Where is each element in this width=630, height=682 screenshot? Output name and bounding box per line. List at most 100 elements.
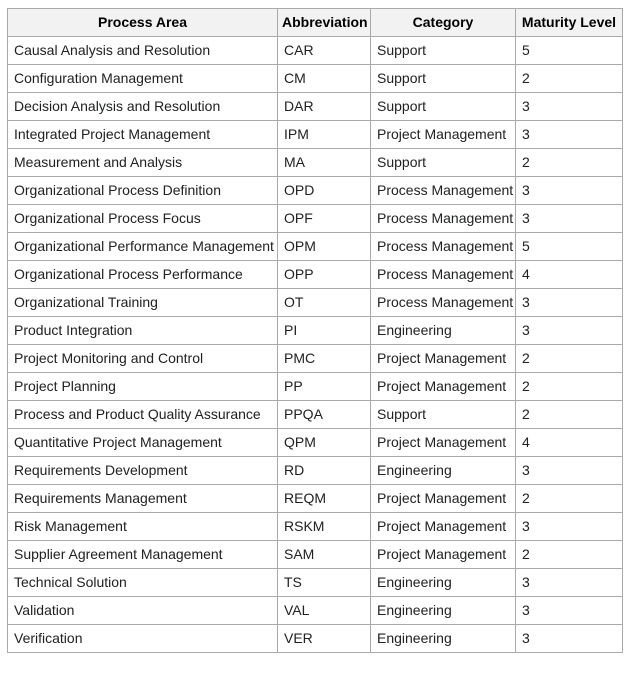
table-cell-maturity-level: 2 bbox=[515, 64, 623, 93]
table-cell-process-area: Organizational Process Definition bbox=[7, 176, 278, 205]
table-cell-abbreviation: RD bbox=[277, 456, 371, 485]
table-cell-abbreviation: OPP bbox=[277, 260, 371, 289]
table-cell-process-area: Organizational Performance Management bbox=[7, 232, 278, 261]
table-cell-process-area: Integrated Project Management bbox=[7, 120, 278, 149]
table-cell-maturity-level: 3 bbox=[515, 596, 623, 625]
table-cell-category: Engineering bbox=[370, 316, 516, 345]
table-cell-maturity-level: 3 bbox=[515, 624, 623, 653]
table-cell-process-area: Requirements Development bbox=[7, 456, 278, 485]
table-cell-category: Process Management bbox=[370, 204, 516, 233]
table-cell-maturity-level: 3 bbox=[515, 456, 623, 485]
table-row: Decision Analysis and Resolution DAR Suppo… bbox=[7, 92, 623, 121]
table-cell-process-area: Configuration Management bbox=[7, 64, 278, 93]
table-row: Causal Analysis and Resolution CAR Support… bbox=[7, 36, 623, 65]
table-row: Organizational Process Performance OPP Pro… bbox=[7, 260, 623, 289]
table-cell-maturity-level: 3 bbox=[515, 288, 623, 317]
table-row: Project Planning PP Project Management 2 bbox=[7, 372, 623, 401]
table-cell-process-area: Project Monitoring and Control bbox=[7, 344, 278, 373]
table-row: Product Integration PI Engineering 3 bbox=[7, 316, 623, 345]
table-cell-maturity-level: 2 bbox=[515, 400, 623, 429]
table-cell-process-area: Validation bbox=[7, 596, 278, 625]
column-header-abbreviation: Abbreviation bbox=[277, 8, 371, 37]
table-cell-process-area: Process and Product Quality Assurance bbox=[7, 400, 278, 429]
table-cell-category: Support bbox=[370, 64, 516, 93]
table-cell-maturity-level: 2 bbox=[515, 372, 623, 401]
table-row: Process and Product Quality Assurance PPQ… bbox=[7, 400, 623, 429]
table-cell-category: Process Management bbox=[370, 176, 516, 205]
table-cell-abbreviation: OPM bbox=[277, 232, 371, 261]
table-row: Risk Management RSKM Project Management 3 bbox=[7, 512, 623, 541]
table-cell-maturity-level: 5 bbox=[515, 36, 623, 65]
table-cell-abbreviation: CM bbox=[277, 64, 371, 93]
table-cell-abbreviation: DAR bbox=[277, 92, 371, 121]
table-cell-abbreviation: PPQA bbox=[277, 400, 371, 429]
table-cell-process-area: Supplier Agreement Management bbox=[7, 540, 278, 569]
column-header-maturity-level: Maturity Level bbox=[515, 8, 623, 37]
table-cell-maturity-level: 4 bbox=[515, 428, 623, 457]
table-cell-category: Project Management bbox=[370, 344, 516, 373]
table-cell-category: Engineering bbox=[370, 568, 516, 597]
table-cell-process-area: Organizational Training bbox=[7, 288, 278, 317]
table-cell-abbreviation: PP bbox=[277, 372, 371, 401]
table-row: Organizational Training OT Process Managem… bbox=[7, 288, 623, 317]
table-cell-maturity-level: 5 bbox=[515, 232, 623, 261]
table-cell-process-area: Technical Solution bbox=[7, 568, 278, 597]
table-cell-maturity-level: 2 bbox=[515, 540, 623, 569]
table-cell-process-area: Project Planning bbox=[7, 372, 278, 401]
table-row: Requirements Development RD Engineering 3 bbox=[7, 456, 623, 485]
table-row: Quantitative Project Management QPM Projec… bbox=[7, 428, 623, 457]
table-cell-maturity-level: 3 bbox=[515, 568, 623, 597]
table-cell-maturity-level: 3 bbox=[515, 176, 623, 205]
table-cell-maturity-level: 3 bbox=[515, 512, 623, 541]
table-cell-process-area: Risk Management bbox=[7, 512, 278, 541]
table-cell-abbreviation: OPD bbox=[277, 176, 371, 205]
table-cell-abbreviation: VAL bbox=[277, 596, 371, 625]
table-row: Measurement and Analysis MA Support 2 bbox=[7, 148, 623, 177]
table-row: Validation VAL Engineering 3 bbox=[7, 596, 623, 625]
table-cell-category: Project Management bbox=[370, 484, 516, 513]
table-cell-maturity-level: 4 bbox=[515, 260, 623, 289]
table-cell-category: Project Management bbox=[370, 120, 516, 149]
table-row: Supplier Agreement Management SAM Project … bbox=[7, 540, 623, 569]
table-cell-abbreviation: SAM bbox=[277, 540, 371, 569]
table-cell-abbreviation: IPM bbox=[277, 120, 371, 149]
table-cell-category: Process Management bbox=[370, 260, 516, 289]
table-cell-abbreviation: PI bbox=[277, 316, 371, 345]
process-area-table: Process Area Abbreviation Category Maturity… bbox=[7, 8, 623, 653]
table-cell-abbreviation: VER bbox=[277, 624, 371, 653]
table-row: Project Monitoring and Control PMC Project… bbox=[7, 344, 623, 373]
table-cell-category: Project Management bbox=[370, 372, 516, 401]
table-cell-abbreviation: TS bbox=[277, 568, 371, 597]
table-cell-category: Process Management bbox=[370, 232, 516, 261]
table-cell-abbreviation: PMC bbox=[277, 344, 371, 373]
table-cell-maturity-level: 2 bbox=[515, 344, 623, 373]
table-cell-maturity-level: 3 bbox=[515, 204, 623, 233]
table-cell-abbreviation: OPF bbox=[277, 204, 371, 233]
table-header-row: Process Area Abbreviation Category Maturity… bbox=[7, 8, 623, 37]
table-cell-category: Project Management bbox=[370, 540, 516, 569]
table-cell-category: Engineering bbox=[370, 456, 516, 485]
table-cell-abbreviation: REQM bbox=[277, 484, 371, 513]
table-cell-process-area: Verification bbox=[7, 624, 278, 653]
table-cell-abbreviation: OT bbox=[277, 288, 371, 317]
table-row: Organizational Performance Management OPM… bbox=[7, 232, 623, 261]
table-row: Technical Solution TS Engineering 3 bbox=[7, 568, 623, 597]
table-row: Integrated Project Management IPM Project … bbox=[7, 120, 623, 149]
table-cell-abbreviation: MA bbox=[277, 148, 371, 177]
column-header-process-area: Process Area bbox=[7, 8, 278, 37]
table-cell-maturity-level: 3 bbox=[515, 120, 623, 149]
table-cell-abbreviation: CAR bbox=[277, 36, 371, 65]
table-body: Causal Analysis and Resolution CAR Support… bbox=[7, 36, 623, 653]
table-cell-maturity-level: 3 bbox=[515, 92, 623, 121]
table-cell-category: Engineering bbox=[370, 624, 516, 653]
table-cell-process-area: Causal Analysis and Resolution bbox=[7, 36, 278, 65]
table-cell-category: Project Management bbox=[370, 512, 516, 541]
table-cell-maturity-level: 2 bbox=[515, 484, 623, 513]
table-cell-abbreviation: RSKM bbox=[277, 512, 371, 541]
table-cell-process-area: Decision Analysis and Resolution bbox=[7, 92, 278, 121]
table-cell-abbreviation: QPM bbox=[277, 428, 371, 457]
table-cell-maturity-level: 3 bbox=[515, 316, 623, 345]
table-cell-process-area: Organizational Process Performance bbox=[7, 260, 278, 289]
table-cell-process-area: Product Integration bbox=[7, 316, 278, 345]
table-cell-process-area: Organizational Process Focus bbox=[7, 204, 278, 233]
